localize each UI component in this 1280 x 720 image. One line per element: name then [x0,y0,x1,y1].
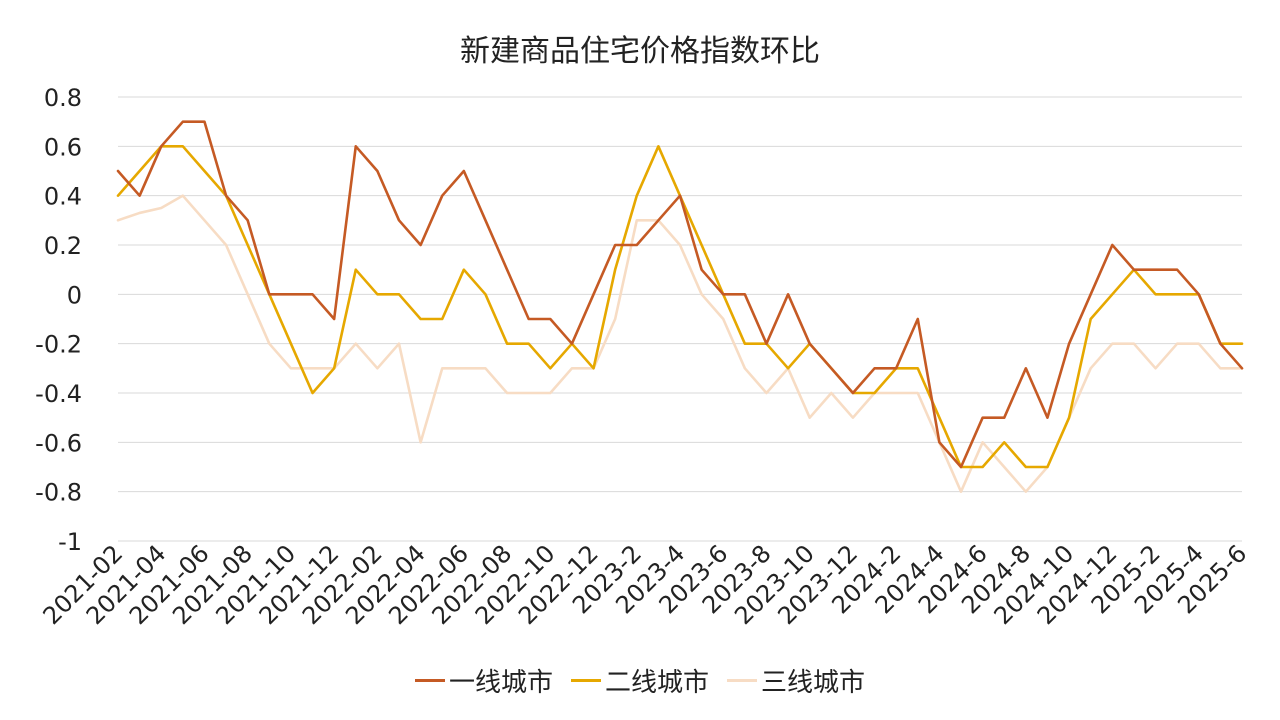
legend-swatch-tier1 [414,679,445,682]
y-tick-label: 0.8 [44,84,82,112]
legend-swatch-tier3 [727,679,757,682]
legend-item-tier2[interactable]: 二线城市 [570,662,709,699]
y-tick-label: 0.4 [44,183,82,211]
legend-label-tier2: 二线城市 [604,668,709,698]
y-axis-ticks: 0.8 0.6 0.4 0.2 0 -0.2 -0.4 -0.6 -0.8 -1 [35,84,82,556]
y-tick-label: 0 [67,281,82,309]
y-tick-label: 0.2 [44,232,82,260]
chart-title: 新建商品住宅价格指数环比 [460,34,820,69]
y-tick-label: -0.2 [35,331,82,359]
legend: 一线城市 二线城市 三线城市 [0,662,1280,699]
y-tick-label: -0.8 [35,479,82,507]
y-tick-label: 0.6 [44,133,82,161]
legend-label-tier1: 一线城市 [448,668,553,698]
legend-item-tier3[interactable]: 三线城市 [727,662,865,699]
legend-label-tier3: 三线城市 [761,668,866,698]
x-axis-ticks: 2021-022021-042021-062021-082021-102021-… [38,539,1253,630]
y-tick-label: -0.4 [35,380,82,408]
series-line-1 [116,120,1244,469]
grid-layer [118,96,1242,542]
y-tick-label: -1 [58,528,82,556]
series-layer [116,120,1244,493]
legend-item-tier1[interactable]: 一线城市 [414,662,553,699]
legend-swatch-tier2 [570,679,601,682]
y-tick-label: -0.6 [35,429,82,457]
